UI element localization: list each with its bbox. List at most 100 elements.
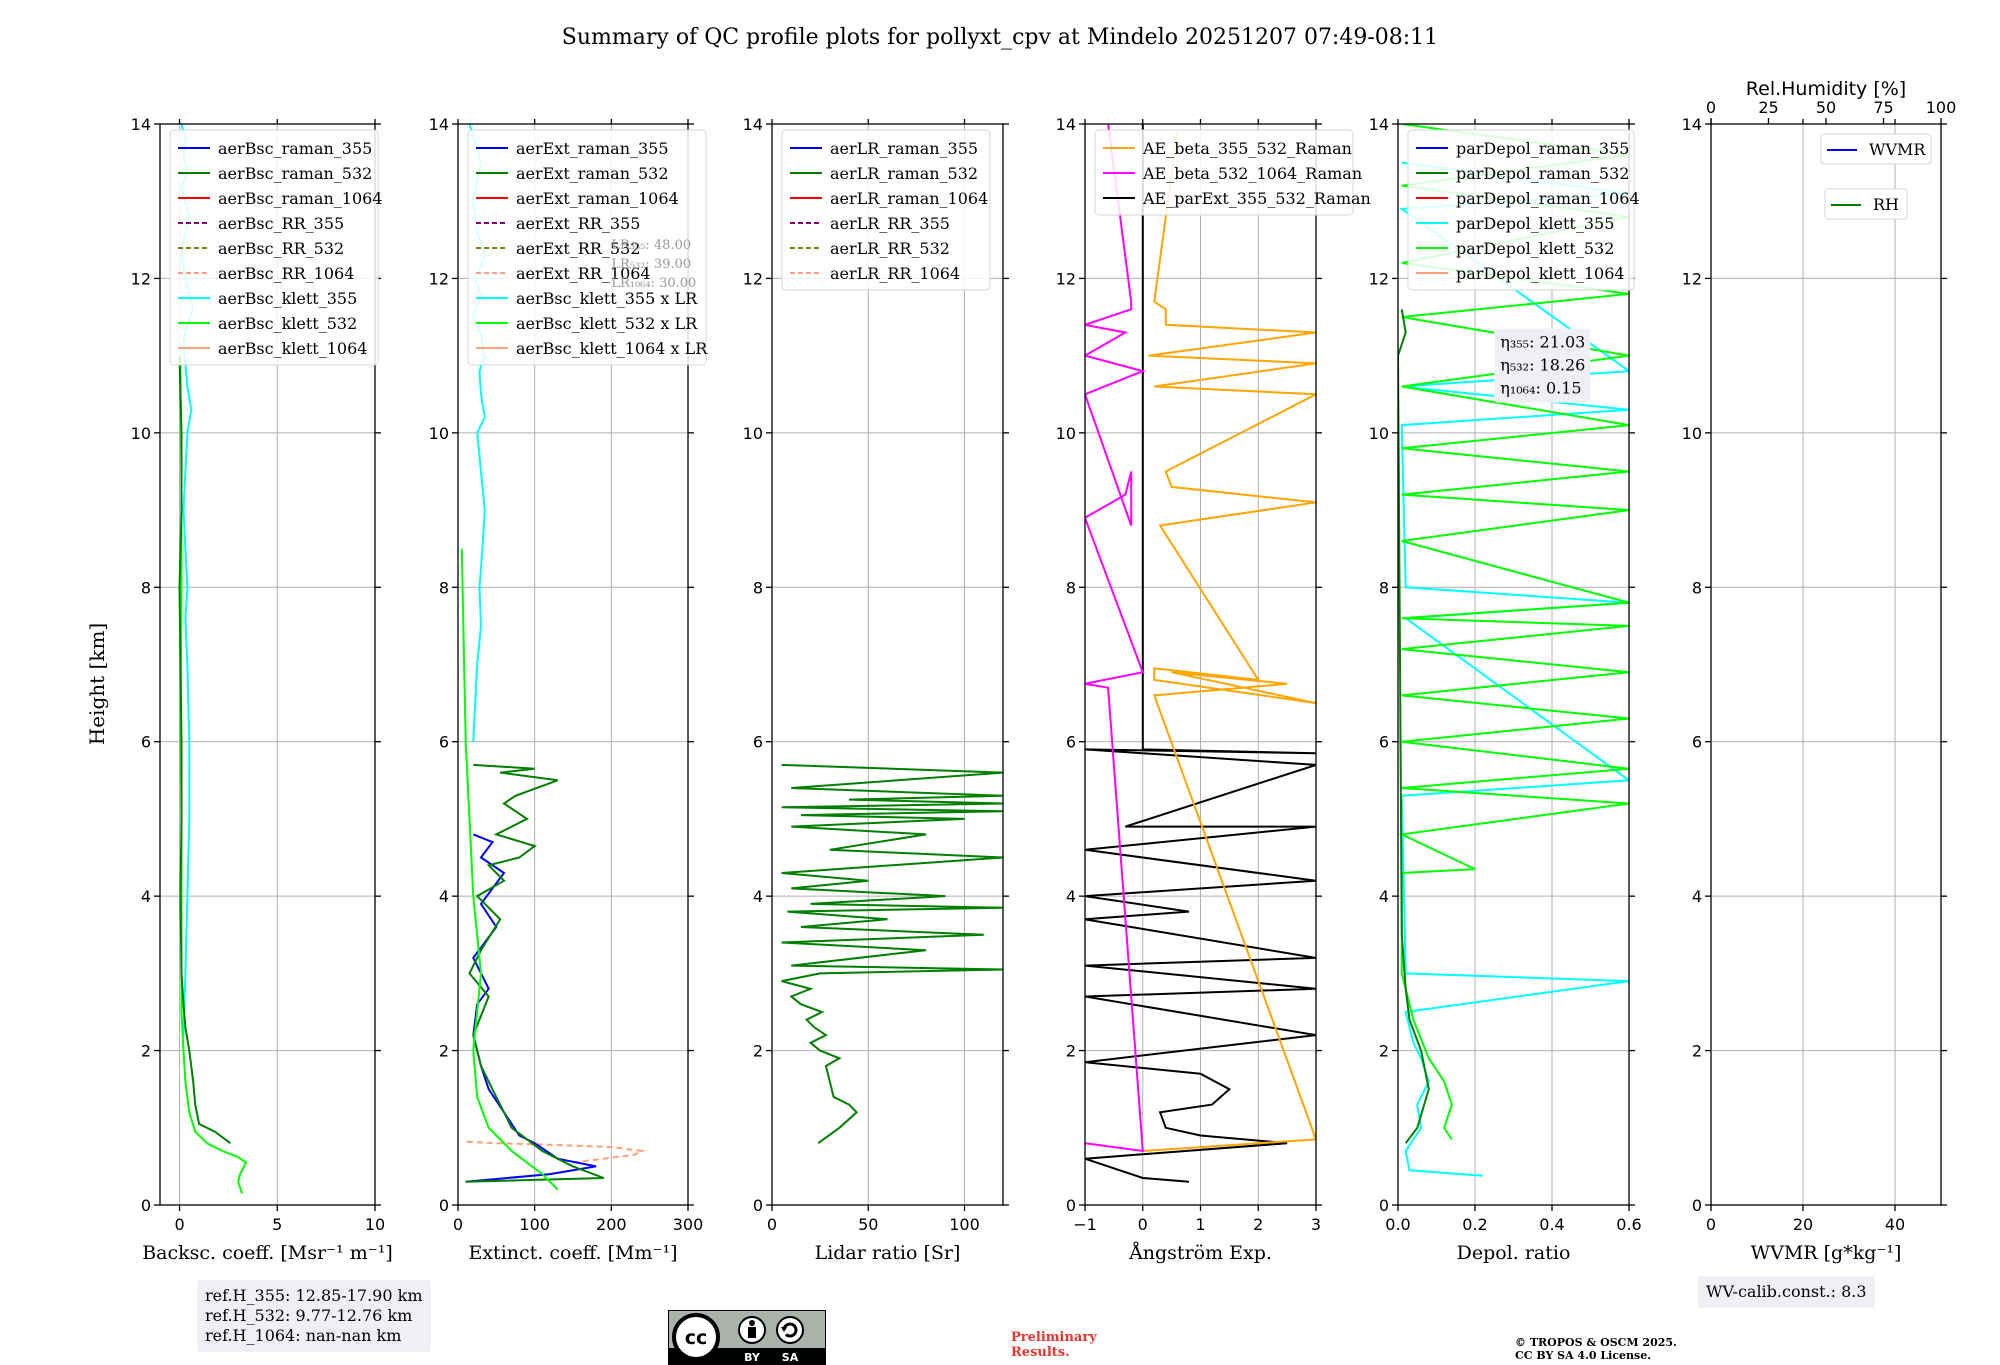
series-line-aerLR_raman_532 — [781, 763, 1003, 1145]
legend-label: aerLR_raman_1064 — [830, 189, 988, 208]
plot-frame — [1397, 123, 1630, 1206]
legend-label: aerBsc_RR_532 — [218, 239, 344, 258]
plot-frame — [159, 123, 376, 1206]
badge-by-label: BY — [744, 1351, 761, 1364]
legend-label: aerExt_raman_532 — [516, 164, 669, 183]
x-tick-label: 0 — [767, 1215, 777, 1234]
y-tick-label: 4 — [1692, 887, 1702, 906]
x-tick-label: 50 — [858, 1215, 878, 1234]
top-axis-label: Rel.Humidity [%] — [1746, 78, 1906, 100]
x-tick-label: 1 — [1195, 1215, 1205, 1234]
legend-label: AE_parExt_355_532_Raman — [1142, 189, 1371, 208]
y-tick-label: 8 — [141, 578, 151, 597]
y-tick-label: 0 — [141, 1196, 151, 1215]
preliminary-results-note: Preliminary Results. — [1011, 1330, 1097, 1360]
copyright-line-2: CC BY SA 4.0 License. — [1515, 1349, 1652, 1362]
ref-height-532: ref.H_532: 9.77-12.76 km — [205, 1306, 413, 1325]
svg-text:cc: cc — [685, 1327, 708, 1349]
panel-2: 0 100 200 300 0 2 4 6 8 10 12 14 Extinct. coeff. [Mm… — [429, 115, 709, 1264]
y-tick-label: 4 — [1379, 887, 1389, 906]
series-line-AE_beta_355_532_Raman — [1142, 131, 1316, 1152]
y-tick-label: 10 — [429, 424, 449, 443]
y-tick-label: 10 — [131, 424, 151, 443]
legend-label: parDepol_raman_532 — [1456, 164, 1629, 183]
y-tick-label: 6 — [439, 733, 449, 752]
x-tick-label: 0 — [453, 1215, 463, 1234]
legend-entry: WVMR — [1820, 133, 1932, 165]
share-alike-icon — [776, 1316, 804, 1344]
y-tick-label: 12 — [429, 269, 449, 288]
y-tick-label: 6 — [753, 733, 763, 752]
top-tick-label: 100 — [1926, 98, 1957, 117]
y-tick-label: 8 — [1692, 578, 1702, 597]
reference-heights-box: ref.H_355: 12.85-17.90 km ref.H_532: 9.7… — [197, 1280, 431, 1352]
y-tick-label: 2 — [439, 1042, 449, 1061]
series-line-parDepol_raman_532 — [1398, 309, 1430, 1144]
ref-height-355: ref.H_355: 12.85-17.90 km — [205, 1286, 423, 1305]
x-axis-label: Lidar ratio [Sr] — [815, 1242, 961, 1264]
series-line-AE_beta_532_1064_Raman — [1085, 124, 1146, 1153]
badge-sa-label: SA — [782, 1351, 799, 1364]
series-line-AE_parExt_355_532_Raman — [1085, 124, 1316, 1183]
y-tick-label: 14 — [1682, 115, 1702, 134]
legend-label: aerExt_RR_1064 — [516, 264, 651, 283]
y-tick-label: 8 — [1379, 578, 1389, 597]
y-tick-label: 4 — [439, 887, 449, 906]
y-tick-label: 4 — [753, 887, 763, 906]
legend-label: aerLR_raman_355 — [830, 139, 978, 158]
y-tick-label: 0 — [753, 1196, 763, 1215]
legend-label: parDepol_klett_1064 — [1456, 264, 1625, 283]
y-tick-label: 14 — [1056, 115, 1076, 134]
x-tick-label: −1 — [1073, 1215, 1097, 1234]
legend-label: aerBsc_raman_1064 — [218, 189, 383, 208]
x-tick-label: 0 — [174, 1215, 184, 1234]
y-tick-label: 12 — [131, 269, 151, 288]
preliminary-line-2: Results. — [1011, 1345, 1070, 1360]
cc-by-sa-license-badge: cc BY SA — [668, 1310, 826, 1365]
x-tick-label: 5 — [272, 1215, 282, 1234]
legend: aerExt_raman_355 aerExt_raman_532 aerExt_r… — [467, 129, 708, 366]
preliminary-line-1: Preliminary — [1011, 1330, 1097, 1345]
y-tick-label: 0 — [1379, 1196, 1389, 1215]
y-tick-label: 2 — [141, 1042, 151, 1061]
series-group — [1085, 124, 1316, 1183]
series-line-aerExt_raman_355 — [465, 833, 597, 1183]
x-tick-label: 0.2 — [1462, 1215, 1487, 1234]
legend-entry: RH — [1824, 188, 1908, 220]
y-tick-label: 14 — [743, 115, 763, 134]
legend-label: parDepol_raman_1064 — [1456, 189, 1640, 208]
top-tick-label: 50 — [1816, 98, 1836, 117]
x-tick-label: 10 — [365, 1215, 385, 1234]
legend-label: aerBsc_klett_355 x LR — [516, 289, 698, 308]
lidar-ratio-note: LR₁₀₆₄: 30.00 — [611, 276, 696, 291]
x-axis-label: Backsc. coeff. [Msr⁻¹ m⁻¹] — [142, 1242, 393, 1264]
legend-label: aerLR_RR_532 — [830, 239, 950, 258]
series-line-aerBsc_klett_532 x LR — [460, 548, 559, 1191]
y-tick-label: 6 — [1692, 733, 1702, 752]
legend-label: aerExt_raman_1064 — [516, 189, 679, 208]
legend-label: aerBsc_raman_532 — [218, 164, 372, 183]
legend-label: aerBsc_klett_355 — [218, 289, 357, 308]
legend-label: aerBsc_klett_532 x LR — [516, 314, 698, 333]
x-tick-label: 0.4 — [1539, 1215, 1564, 1234]
legend-box — [1407, 129, 1635, 291]
top-tick-label: 25 — [1758, 98, 1778, 117]
lidar-ratio-note: LR₅₃₂: 39.00 — [611, 257, 691, 272]
plot-frame — [1710, 123, 1942, 1206]
y-tick-label: 4 — [141, 887, 151, 906]
y-tick-label: 12 — [743, 269, 763, 288]
x-tick-label: 0 — [1138, 1215, 1148, 1234]
y-tick-label: 2 — [753, 1042, 763, 1061]
y-tick-label: 8 — [439, 578, 449, 597]
legend-label: AE_beta_355_532_Raman — [1142, 139, 1352, 158]
legend-box — [1094, 129, 1354, 216]
x-tick-label: 0 — [1706, 1215, 1716, 1234]
legend-label: aerExt_raman_355 — [516, 139, 669, 158]
y-axis-label: Height [km] — [85, 623, 109, 745]
x-tick-label: 100 — [519, 1215, 550, 1234]
series-line-aerBsc_raman_532 — [178, 355, 231, 1145]
panel-6: 0 20 40 0 2 4 6 8 10 12 14 WVMR [g*kg⁻¹] 0 25 50 75 100 R… — [1682, 78, 1957, 1264]
